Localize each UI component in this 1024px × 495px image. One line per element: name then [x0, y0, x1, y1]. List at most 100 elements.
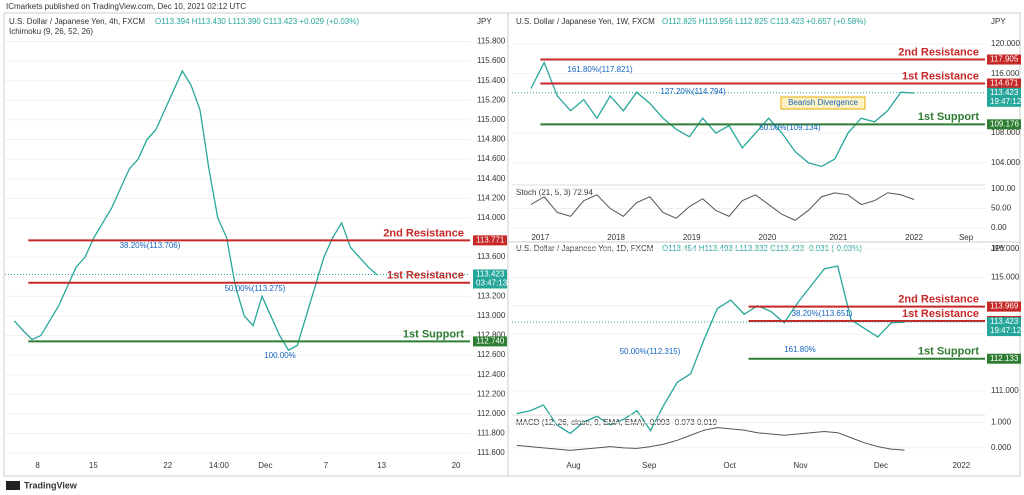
y-tick-label: 114.400	[477, 174, 506, 183]
y-tick-label: 115.600	[477, 56, 506, 65]
ohlc: O112.825 H113.956 L112.825 C113.423 +0.6…	[662, 17, 866, 26]
x-tick-label: 2019	[683, 233, 701, 242]
level-name: 1st Support	[403, 328, 464, 340]
level-name: 1st Resistance	[387, 270, 464, 282]
price-line	[530, 60, 915, 168]
annotation: 127.20%(114.794)	[660, 87, 726, 96]
ohlc: O113.394 H113.430 L113.390 C113.423 +0.0…	[155, 17, 359, 26]
y-tick-label: 114.200	[477, 193, 506, 202]
y-tick-label: 113.600	[477, 252, 506, 261]
brand: TradingView	[24, 480, 78, 490]
level-tag	[987, 301, 1021, 312]
level-name: 2nd Resistance	[898, 294, 979, 306]
x-tick-label: 7	[324, 461, 329, 470]
sub-tick-label: 1.000	[991, 418, 1012, 427]
y-tick-label: 115.200	[477, 95, 506, 104]
y-tick-label: 116.000	[991, 69, 1020, 78]
x-tick-label: 2022	[952, 461, 970, 470]
currency: JPY	[991, 17, 1006, 26]
annotation: 161.80%(117.821)	[567, 65, 633, 74]
x-tick-label: 2020	[759, 233, 777, 242]
x-tick-label: 14:00	[209, 461, 230, 470]
price-label: 113.423	[476, 270, 505, 279]
level-name: 2nd Resistance	[383, 227, 464, 239]
y-tick-label: 111.800	[477, 429, 505, 438]
annotation: Bearish Divergence	[788, 98, 858, 107]
x-tick-label: 2017	[531, 233, 549, 242]
countdown: 19:47:12	[990, 97, 1022, 106]
y-tick-label: 116.000	[991, 244, 1020, 253]
level-name: 1st Support	[918, 111, 979, 123]
y-tick-label: 112.000	[477, 409, 506, 418]
x-tick-label: 15	[89, 461, 98, 470]
annotation: 100.00%	[264, 351, 296, 360]
sub-tick-label: 50.00	[991, 204, 1012, 213]
annotation: 38.20%(113.706)	[120, 241, 181, 250]
y-tick-label: 115.400	[477, 76, 506, 85]
price-line	[13, 69, 378, 352]
sub-tick-label: 0.000	[991, 443, 1012, 452]
level-name: 1st Resistance	[902, 308, 979, 320]
sub-tick-label: 0.00	[991, 223, 1007, 232]
level-tag	[987, 353, 1021, 364]
y-tick-label: 108.000	[991, 128, 1020, 137]
x-tick-label: Nov	[793, 461, 807, 470]
annotation: 50.00%(113.275)	[225, 284, 286, 293]
y-tick-label: 115.000	[477, 115, 506, 124]
y-tick-label: 114.000	[477, 213, 506, 222]
x-tick-label: 2022	[905, 233, 923, 242]
chart-title: U.S. Dollar / Japanese Yen, 4h, FXCM	[9, 17, 145, 26]
x-tick-label: 8	[35, 461, 40, 470]
sub-line	[516, 427, 905, 451]
level-tag	[987, 78, 1021, 89]
annotation: 38.20%(113.651)	[792, 309, 853, 318]
x-tick-label: Sep	[959, 233, 974, 242]
level-label: 109.176	[990, 119, 1019, 128]
level-label: 112.133	[990, 354, 1019, 363]
y-tick-label: 120.000	[991, 39, 1020, 48]
y-tick-label: 112.800	[477, 331, 506, 340]
y-tick-label: 115.000	[991, 272, 1020, 281]
y-tick-label: 114.600	[477, 154, 506, 163]
level-name: 2nd Resistance	[898, 46, 979, 58]
y-tick-label: 112.600	[477, 350, 506, 359]
x-tick-label: 22	[163, 461, 172, 470]
annotation: 161.80%	[784, 345, 816, 354]
y-tick-label: 111.000	[991, 386, 1019, 395]
countdown: 03:47:13	[476, 279, 508, 288]
level-name: 1st Support	[918, 346, 979, 358]
x-tick-label: 13	[377, 461, 386, 470]
sub-line	[530, 192, 915, 221]
annotation: 50.00%(112.315)	[620, 347, 681, 356]
chart-title: U.S. Dollar / Japanese Yen, 1W, FXCM	[516, 17, 655, 26]
sub-title: Stoch (21, 5, 3) 72.94	[516, 188, 593, 197]
level-label: 113.771	[476, 235, 505, 244]
level-tag	[473, 235, 507, 246]
x-tick-label: Sep	[642, 461, 657, 470]
x-tick-label: 20	[452, 461, 461, 470]
y-tick-label: 112.400	[477, 370, 506, 379]
level-name: 1st Resistance	[902, 70, 979, 82]
x-tick-label: Dec	[874, 461, 888, 470]
price-tag	[473, 269, 507, 289]
y-tick-label: 104.000	[991, 158, 1020, 167]
y-tick-label: 112.200	[477, 389, 506, 398]
price-label: 113.423	[990, 317, 1019, 326]
level-label: 112.740	[476, 337, 505, 346]
x-tick-label: Aug	[566, 461, 580, 470]
y-tick-label: 115.800	[477, 37, 506, 46]
price-label: 113.423	[990, 88, 1019, 97]
y-tick-label: 113.200	[477, 291, 506, 300]
price-tag	[987, 317, 1021, 337]
level-tag	[987, 119, 1021, 130]
x-tick-label: 2018	[607, 233, 625, 242]
countdown: 19:47:12	[990, 326, 1022, 335]
currency: JPY	[991, 244, 1006, 253]
level-label: 117.905	[990, 55, 1019, 64]
price-line	[516, 265, 905, 435]
x-tick-label: Dec	[258, 461, 272, 470]
sub-tick-label: 100.00	[991, 184, 1016, 193]
indicator: Ichimoku (9, 26, 52, 26)	[9, 27, 93, 36]
